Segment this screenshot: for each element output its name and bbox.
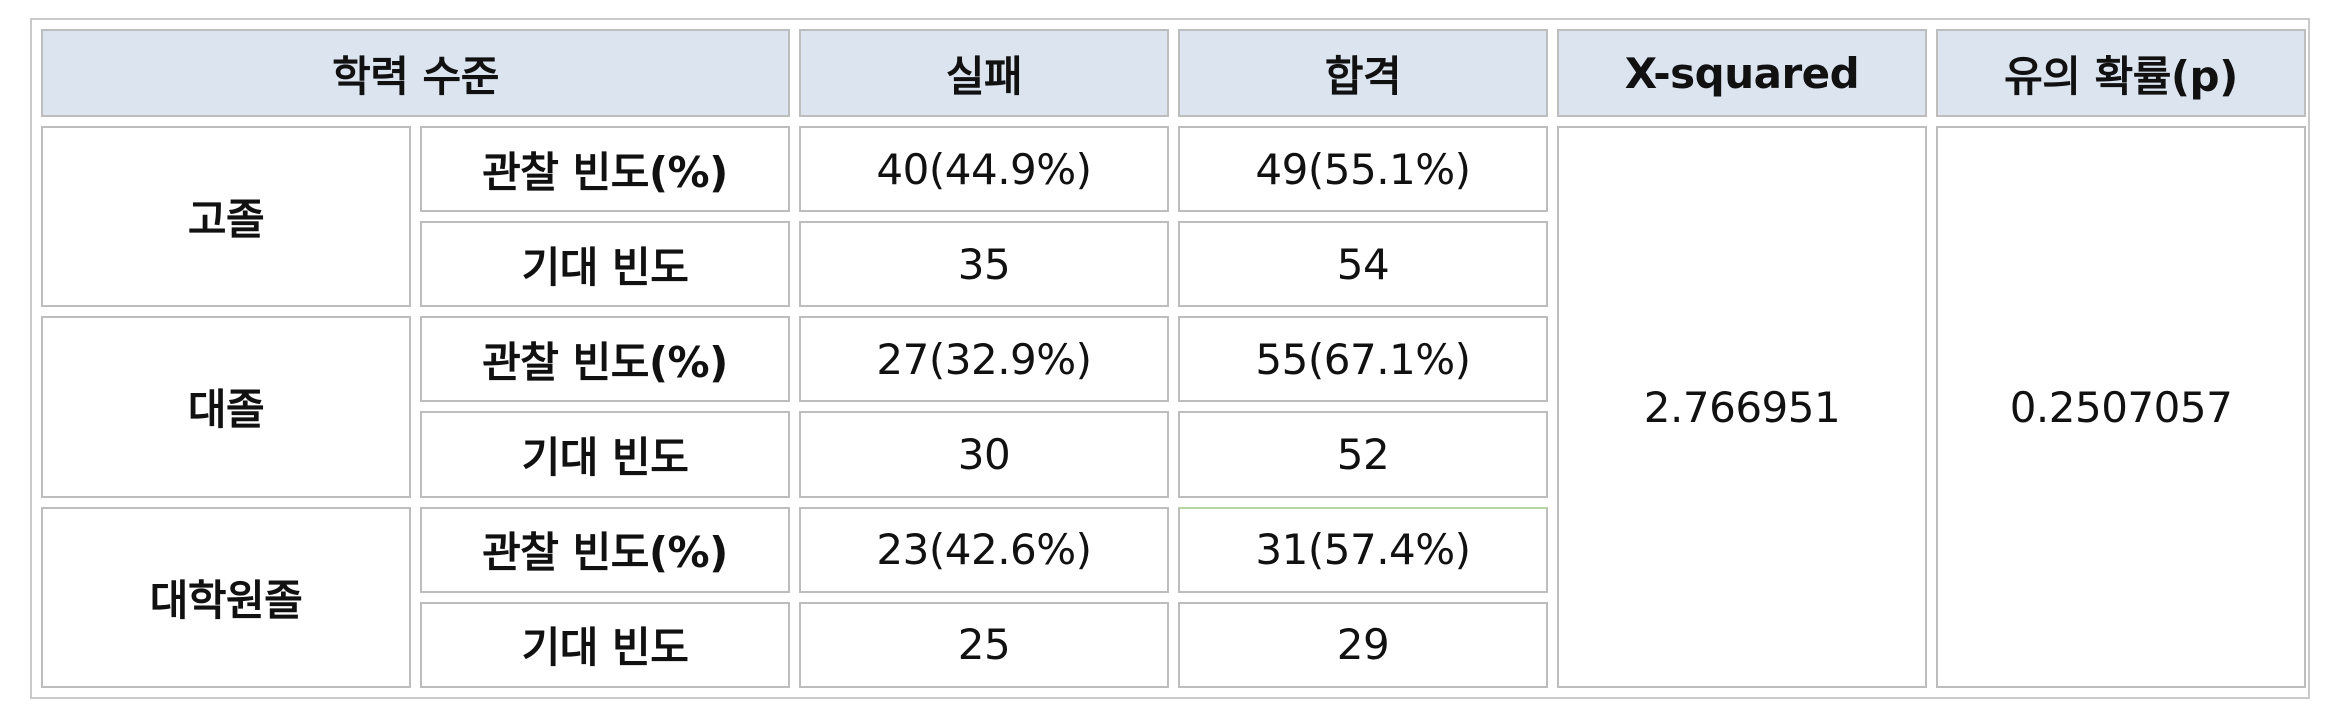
observed-label: 관찰 빈도(%) <box>420 316 790 403</box>
expected-pass-cell: 29 <box>1178 601 1548 688</box>
observed-fail-cell: 23(42.6%) <box>799 506 1169 593</box>
header-education-level: 학력 수준 <box>41 29 790 117</box>
expected-fail-cell: 35 <box>799 221 1169 308</box>
table-row: 기대 빈도 30 52 <box>41 411 2306 498</box>
observed-label: 관찰 빈도(%) <box>420 126 790 213</box>
expected-label: 기대 빈도 <box>420 411 790 498</box>
header-x-squared: X-squared <box>1557 29 1927 117</box>
header-row: 학력 수준 실패 합격 X-squared 유의 확률(p) <box>41 29 2306 117</box>
chi-square-results-table: 학력 수준 실패 합격 X-squared 유의 확률(p) 고졸 관찰 빈도(… <box>30 18 2310 699</box>
table-row: 대졸 관찰 빈도(%) 27(32.9%) 55(67.1%) <box>41 316 2306 498</box>
expected-pass-cell: 52 <box>1178 411 1548 498</box>
group-label-graduate: 대학원졸 <box>41 506 411 688</box>
group-label-high-school: 고졸 <box>41 126 411 308</box>
table-row: 기대 빈도 35 54 <box>41 221 2306 308</box>
p-value: 0.2507057 <box>1936 126 2306 688</box>
header-fail: 실패 <box>799 29 1169 117</box>
observed-pass-cell: 49(55.1%) <box>1178 126 1548 213</box>
table-row: 대학원졸 관찰 빈도(%) 23(42.6%) 31(57.4%) <box>41 506 2306 688</box>
expected-pass-cell: 54 <box>1178 221 1548 308</box>
header-p-value: 유의 확률(p) <box>1936 29 2306 117</box>
expected-label: 기대 빈도 <box>420 221 790 308</box>
observed-pass-cell: 31(57.4%) <box>1178 506 1548 593</box>
x-squared-value: 2.766951 <box>1557 126 1927 688</box>
observed-pass-cell: 55(67.1%) <box>1178 316 1548 403</box>
observed-label: 관찰 빈도(%) <box>420 506 790 593</box>
crosstab-table: 학력 수준 실패 합격 X-squared 유의 확률(p) 고졸 관찰 빈도(… <box>32 20 2315 697</box>
observed-fail-cell: 27(32.9%) <box>799 316 1169 403</box>
table-row: 기대 빈도 25 29 <box>41 601 2306 688</box>
header-pass: 합격 <box>1178 29 1548 117</box>
table-row: 고졸 관찰 빈도(%) 40(44.9%) 49(55.1%) 2.766951… <box>41 126 2306 688</box>
group-label-college: 대졸 <box>41 316 411 498</box>
expected-fail-cell: 30 <box>799 411 1169 498</box>
expected-label: 기대 빈도 <box>420 601 790 688</box>
expected-fail-cell: 25 <box>799 601 1169 688</box>
observed-fail-cell: 40(44.9%) <box>799 126 1169 213</box>
